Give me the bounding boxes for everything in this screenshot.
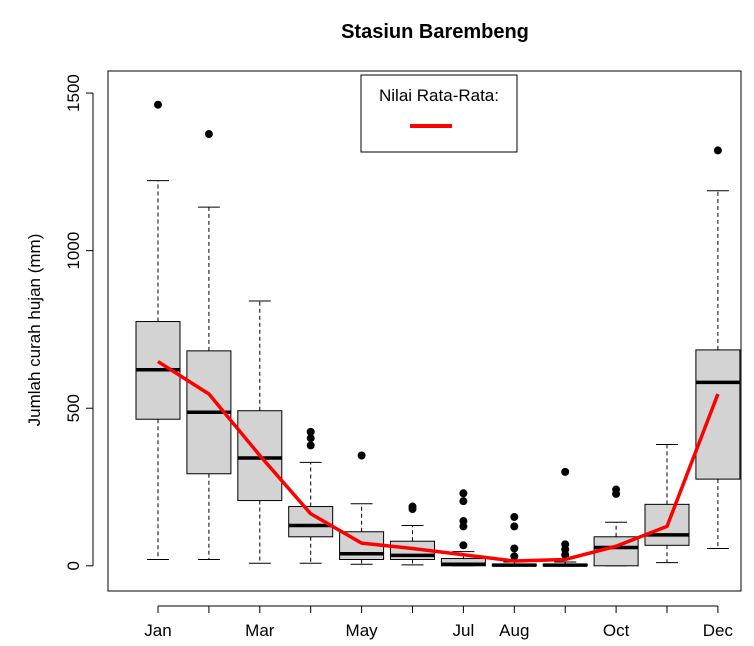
- legend-title: Nilai Rata-Rata:: [379, 86, 499, 105]
- box-aug: [491, 512, 537, 567]
- outlier-point: [561, 467, 570, 476]
- axes: 0 500 1000 1500 Jan Mar May Jul Aug Oct Dec: [64, 70, 742, 640]
- outlier-point: [459, 497, 468, 506]
- outlier-point: [306, 441, 315, 450]
- y-tick-label: 500: [64, 394, 83, 422]
- box-mar: [237, 300, 283, 564]
- mean-line-group: [157, 360, 720, 563]
- legend: Nilai Rata-Rata:: [360, 74, 518, 153]
- outlier-point: [459, 517, 468, 526]
- outlier-point: [713, 146, 722, 155]
- y-tick-label: 0: [64, 561, 83, 570]
- box-may: [339, 451, 385, 565]
- y-axis-label: Jumlah curah hujan (mm): [25, 234, 44, 427]
- x-tick-label: May: [346, 621, 379, 640]
- box-jul: [440, 489, 486, 567]
- box-iqr: [695, 349, 741, 480]
- outlier-point: [306, 434, 315, 443]
- box-dec: [695, 146, 741, 549]
- chart-title: Stasiun Barembeng: [341, 21, 529, 43]
- outlier-point: [204, 130, 213, 139]
- y-tick-label: 1500: [64, 74, 83, 112]
- box-jun: [390, 502, 435, 566]
- outlier-point: [408, 502, 417, 511]
- outlier-point: [510, 552, 519, 561]
- outlier-point: [459, 489, 468, 498]
- y-tick-label: 1000: [64, 232, 83, 270]
- outlier-point: [510, 544, 519, 553]
- mean-line: [157, 360, 720, 563]
- x-tick-label: Jan: [144, 621, 171, 640]
- outlier-point: [154, 100, 162, 109]
- x-tick-label: Dec: [703, 621, 734, 640]
- box-sep: [542, 467, 588, 567]
- boxes: [135, 100, 741, 567]
- outlier-point: [561, 540, 570, 549]
- legend-box: [360, 74, 518, 153]
- outlier-point: [612, 485, 621, 494]
- outlier-point: [510, 522, 519, 531]
- x-tick-label: Oct: [603, 621, 630, 640]
- plot-frame: [107, 70, 742, 592]
- box-oct: [593, 485, 639, 567]
- outlier-point: [510, 512, 519, 521]
- box-nov: [644, 443, 690, 564]
- outlier-point: [357, 451, 366, 460]
- x-tick-label: Aug: [499, 621, 529, 640]
- x-tick-label: Jul: [453, 621, 475, 640]
- outlier-point: [306, 427, 315, 436]
- box-feb: [186, 130, 232, 560]
- outlier-point: [459, 541, 468, 550]
- x-tick-label: Mar: [245, 621, 275, 640]
- box-jan: [135, 100, 181, 560]
